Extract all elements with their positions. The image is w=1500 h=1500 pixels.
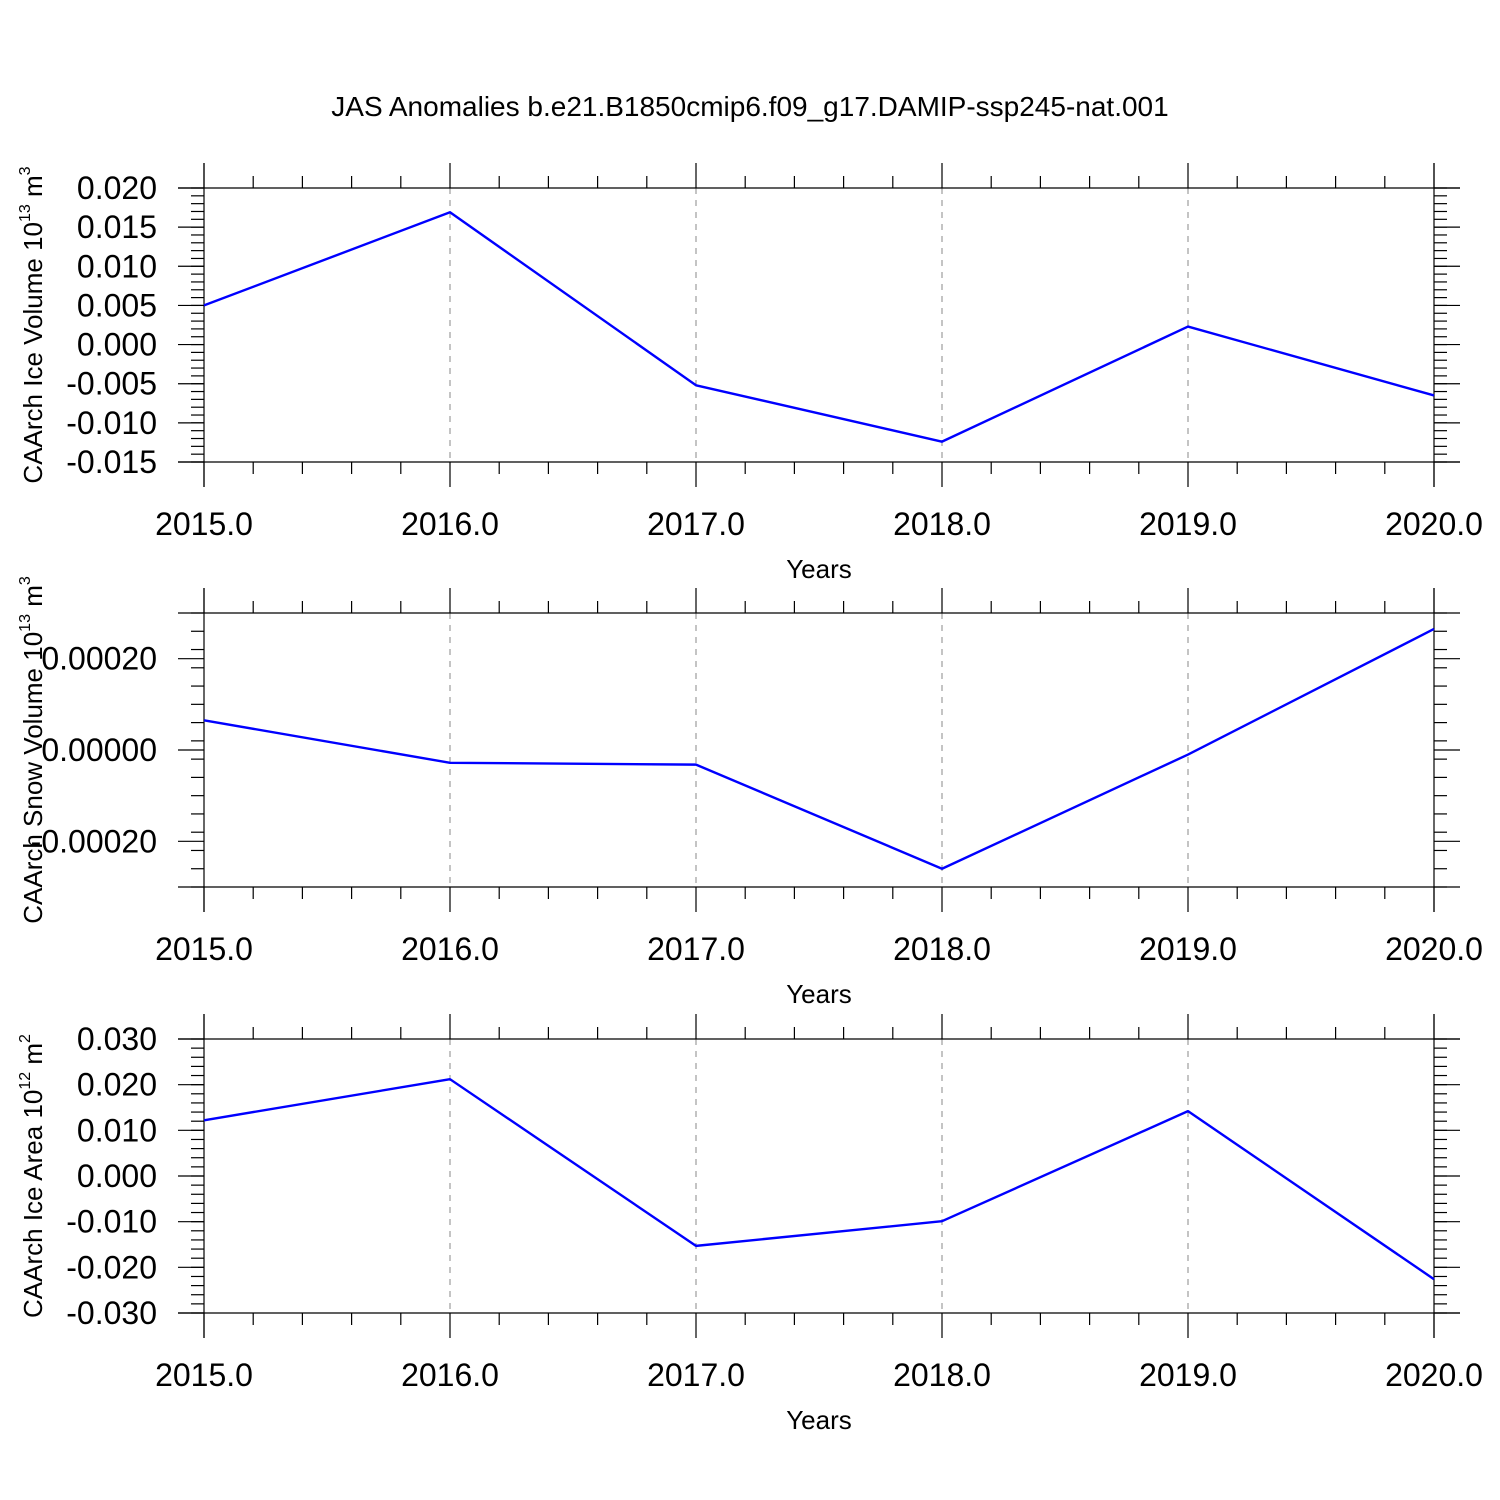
x-tick-label: 2015.0: [155, 1357, 253, 1393]
y-tick-label: 0.000: [77, 1158, 157, 1194]
y-tick-label: 0.005: [77, 287, 157, 323]
y-tick-label: -0.030: [66, 1295, 157, 1331]
y-tick-label: 0.010: [77, 248, 157, 284]
x-axis-label: Years: [786, 554, 852, 584]
chart-panel-2: 2015.0 2016.0 2017.0 2018.0 2019.0 2020.0 0.00…: [17, 576, 1483, 1009]
chart-panel-1: 2015.0 2016.0 2017.0 2018.0 2019.0 2020.0 0.02…: [17, 163, 1483, 584]
x-tick-label: 2018.0: [893, 506, 991, 542]
y-tick-label: -0.005: [66, 366, 157, 402]
x-tick-label: 2019.0: [1139, 506, 1237, 542]
y-tick-label: -0.010: [66, 1204, 157, 1240]
x-tick-label: 2018.0: [893, 931, 991, 967]
y-tick-label: 0.020: [77, 170, 157, 206]
x-tick-label: 2017.0: [647, 1357, 745, 1393]
y-axis-label: CAArch Ice Volume 1013 m3: [17, 166, 48, 483]
y-tick-label: -0.010: [66, 405, 157, 441]
chart-panel-3: 2015.0 2016.0 2017.0 2018.0 2019.0 2020.0 0.03…: [17, 1014, 1483, 1435]
x-tick-label: 2018.0: [893, 1357, 991, 1393]
figure-title: JAS Anomalies b.e21.B1850cmip6.f09_g17.D…: [331, 91, 1168, 122]
series-line: [203, 1077, 1435, 1281]
x-axis-label: Years: [786, 979, 852, 1009]
x-tick-label: 2019.0: [1139, 931, 1237, 967]
y-tick-label: -0.015: [66, 444, 157, 480]
x-tick-label: 2016.0: [401, 1357, 499, 1393]
y-tick-label: 0.010: [77, 1112, 157, 1148]
y-axis-label: CAArch Snow Volume 1013 m3: [17, 576, 48, 924]
x-tick-label: 2015.0: [155, 506, 253, 542]
x-tick-label: 2017.0: [647, 931, 745, 967]
y-tick-label: 0.020: [77, 1067, 157, 1103]
series-line: [203, 627, 1435, 870]
x-tick-label: 2015.0: [155, 931, 253, 967]
x-tick-label: 2020.0: [1385, 506, 1483, 542]
y-tick-label: 0.00000: [41, 732, 157, 768]
x-tick-label: 2016.0: [401, 506, 499, 542]
x-tick-label: 2020.0: [1385, 1357, 1483, 1393]
x-tick-label: 2016.0: [401, 931, 499, 967]
y-tick-label: 0.000: [77, 327, 157, 363]
y-tick-label: 0.00020: [41, 641, 157, 677]
x-tick-label: 2019.0: [1139, 1357, 1237, 1393]
y-tick-label: -0.00020: [31, 823, 157, 859]
x-axis-label: Years: [786, 1405, 852, 1435]
y-tick-label: -0.020: [66, 1249, 157, 1285]
y-tick-label: 0.015: [77, 209, 157, 245]
x-tick-label: 2017.0: [647, 506, 745, 542]
y-tick-label: 0.030: [77, 1021, 157, 1057]
y-axis-label: CAArch Ice Area 1012 m2: [17, 1034, 48, 1318]
x-tick-label: 2020.0: [1385, 931, 1483, 967]
series-line: [203, 211, 1435, 443]
